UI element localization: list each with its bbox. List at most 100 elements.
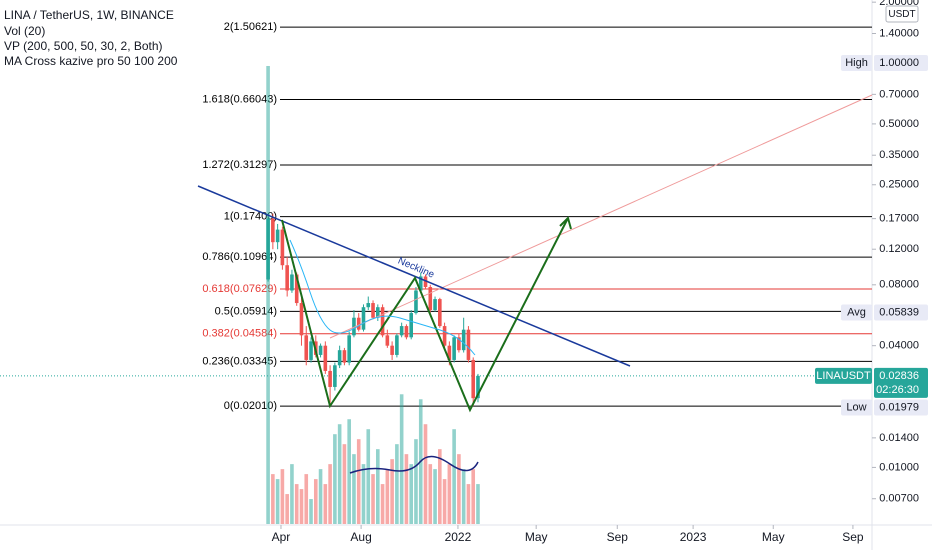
x-tick-label: Aug <box>350 530 371 544</box>
last-name: LINAUSDT <box>816 370 871 382</box>
y-tick-label: 0.01000 <box>879 461 919 473</box>
volume-bar <box>352 454 356 524</box>
volume-bar <box>390 459 394 524</box>
volume-bar <box>299 489 304 524</box>
volume-bar <box>304 474 309 524</box>
x-tick-label: Sep <box>607 530 629 544</box>
countdown: 02:26:30 <box>876 384 919 396</box>
volume-bar <box>309 499 313 524</box>
indicator: VP (200, 500, 50, 30, 2, Both) <box>4 39 163 53</box>
badge-name: Avg <box>847 306 866 318</box>
fib-label: 1.618(0.66043) <box>202 93 277 105</box>
candle-body <box>371 303 375 318</box>
badge-value: 0.05839 <box>879 306 919 318</box>
volume-bar <box>347 419 351 524</box>
volume-bar <box>476 484 480 524</box>
badge-name-bg <box>841 399 872 416</box>
last-name-bg <box>815 367 872 384</box>
candle-body <box>461 329 466 351</box>
x-tick-label: May <box>762 530 785 544</box>
y-tick-label: 0.35000 <box>879 149 919 161</box>
candle-body <box>328 370 332 387</box>
y-tick-label: 2.00000 <box>879 0 919 8</box>
x-tick-label: May <box>525 530 548 544</box>
candle-body <box>390 345 394 355</box>
fib-label: 0.382(0.04584) <box>202 328 277 340</box>
volume-bar <box>271 474 275 524</box>
candle-body <box>452 337 456 360</box>
candle-body <box>285 265 289 291</box>
volume-bar <box>318 469 323 524</box>
x-tick-label: Apr <box>272 530 291 544</box>
volume-bar <box>423 424 428 524</box>
volume-bar <box>313 479 318 524</box>
volume-bar <box>442 479 447 524</box>
candle-body <box>457 337 461 351</box>
volume-bar <box>328 464 332 524</box>
y-tick-label: 0.00700 <box>879 493 919 505</box>
badge-value-bg <box>874 399 928 416</box>
y-tick-label: 0.04000 <box>879 340 919 352</box>
candle-body <box>266 218 270 280</box>
volume-bar <box>342 444 347 524</box>
candle-body <box>361 307 366 330</box>
y-tick-label: 0.01400 <box>879 432 919 444</box>
candle-body <box>466 329 471 360</box>
candle-body <box>409 313 413 338</box>
badge-name: Low <box>846 401 866 413</box>
volume-bar <box>466 484 471 524</box>
w-pattern <box>281 217 569 413</box>
y-tick-label: 1.40000 <box>879 27 919 39</box>
candle-body <box>342 350 347 363</box>
badge-value: 1.00000 <box>879 57 919 69</box>
volume-bar <box>447 464 452 524</box>
volume-bar <box>438 449 442 524</box>
candle-body <box>476 375 480 399</box>
candle-body <box>428 287 433 311</box>
trend-line <box>329 94 873 339</box>
volume-bar <box>356 439 361 524</box>
volume-bar <box>461 469 466 524</box>
candle-body <box>414 290 418 314</box>
fib-label: 0(0.02010) <box>224 400 277 412</box>
candle-body <box>380 307 385 336</box>
candle-body <box>418 276 423 291</box>
candle-body <box>385 335 390 346</box>
fib-label: 0.786(0.10964) <box>202 251 277 263</box>
candle-body <box>471 359 476 399</box>
volume-bar <box>457 454 461 524</box>
badge-name: High <box>845 57 868 69</box>
unit-box[interactable] <box>885 5 919 23</box>
fib-label: 0.5(0.05914) <box>215 305 277 317</box>
volume-bar <box>399 394 404 524</box>
volume-bar <box>404 454 409 524</box>
volume-bar <box>380 484 385 524</box>
indicator: Vol (20) <box>4 24 45 38</box>
volume-bar <box>333 434 337 524</box>
moving-average <box>289 239 476 356</box>
candle-body <box>404 326 409 338</box>
volume-bar <box>290 464 294 524</box>
volume-bar <box>409 464 413 524</box>
candle-body <box>337 350 342 366</box>
volume-bar <box>433 469 437 524</box>
candle-body <box>318 345 323 355</box>
candle-body <box>423 276 428 288</box>
volume-bar <box>371 474 375 524</box>
volume-bar <box>294 484 299 524</box>
volume-bar <box>471 469 476 524</box>
volume-bar <box>337 424 342 524</box>
volume-bar <box>366 429 371 524</box>
candle-body <box>294 274 299 304</box>
fib-label: 0.236(0.03345) <box>202 355 277 367</box>
candle-body <box>395 335 399 355</box>
y-tick-label: 0.50000 <box>879 118 919 130</box>
volume-bar <box>376 449 380 524</box>
candle-body <box>356 317 361 330</box>
volume-bar <box>414 439 418 524</box>
candle-body <box>304 335 309 360</box>
y-tick-label: 0.25000 <box>879 179 919 191</box>
candle-body <box>290 274 294 291</box>
